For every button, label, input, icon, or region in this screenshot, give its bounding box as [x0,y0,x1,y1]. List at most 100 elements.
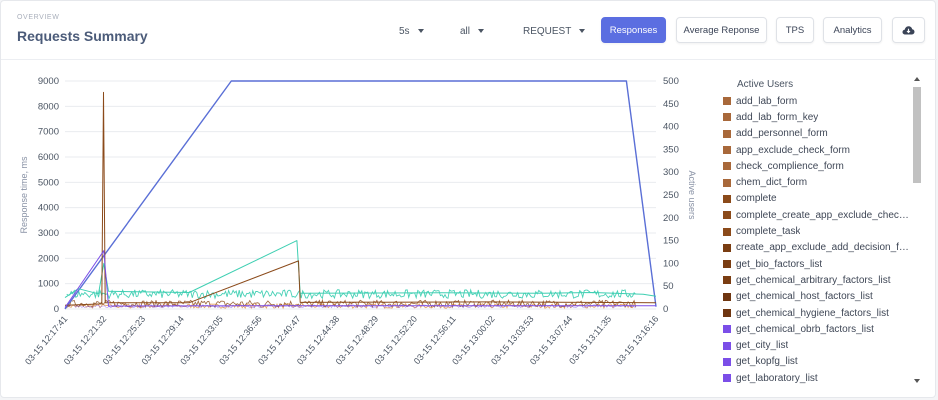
y2-tick-label: 400 [663,122,679,133]
legend-item[interactable]: get_chemical_host_factors_list [723,289,913,305]
overview-label: OVERVIEW [17,14,60,21]
series-line-get-laboratory-list [64,240,657,299]
y2-tick-label: 50 [663,281,674,292]
legend-label: get_chemical_obrb_factors_list [736,323,874,335]
legend-label: complete_task [736,226,801,238]
y2-tick-label: 250 [663,190,679,201]
chevron-down-icon [417,29,424,33]
y2-tick-label: 450 [663,99,679,110]
y-tick-label: 1000 [38,279,59,290]
legend-label: get_chemical_host_factors_list [736,291,873,303]
legend-label: chem_dict_form [736,177,808,189]
x-tick-label: 03-15 13:16:16 [614,314,661,367]
y-tick-label: 8000 [38,101,59,112]
y2-tick-label: 350 [663,144,679,155]
analytics-button[interactable]: Analytics [823,17,882,43]
type-value: REQUEST [523,25,572,37]
y-axis-label: Response time, ms [19,156,29,234]
legend-swatch [723,292,731,301]
y-tick-label: 6000 [38,152,59,163]
legend-label: add_lab_form_key [736,111,819,123]
cloud-download-icon [902,25,915,34]
legend-label: add_lab_form [736,95,798,107]
average-response-button[interactable]: Average Reponse [676,17,767,43]
legend-item[interactable]: add_lab_form_key [723,109,913,125]
legend-item[interactable]: get_chemical_hygiene_factors_list [723,305,913,321]
legend-swatch [723,309,731,317]
series-line-add-lab-form [64,91,657,306]
legend-label: complete [736,193,777,205]
interval-value: 5s [399,25,410,37]
legend-label: add_personnel_form [736,128,828,140]
scope-dropdown[interactable]: all [460,23,485,39]
tps-button[interactable]: TPS [776,17,814,43]
x-tick-label: 03-15 13:11:35 [567,314,613,366]
legend-item[interactable]: get_kopfg_list [723,354,913,370]
chevron-down-icon [579,29,586,33]
legend-label: get_bio_factors_list [736,258,823,270]
legend-item[interactable]: get_chemical_obrb_factors_list [723,321,913,337]
scroll-down-icon[interactable] [914,379,920,383]
legend-swatch [723,113,731,122]
legend-item[interactable]: app_exclude_check_form [723,142,913,158]
legend-label: create_app_exclude_add_decision_form [736,242,913,254]
legend-item[interactable]: complete_create_app_exclude_check_form [723,207,913,223]
legend-swatch [723,227,731,236]
legend-swatch [723,97,731,106]
responses-button[interactable]: Responses [601,17,666,43]
legend-item[interactable]: complete_task [723,223,913,239]
legend-label: get_city_list [736,340,789,352]
legend-item[interactable]: get_bio_factors_list [723,256,913,272]
legend-scrollbar[interactable] [913,77,923,383]
page-title: Requests Summary [17,28,148,44]
legend-title[interactable]: Active Users [737,79,794,90]
legend-swatch [723,211,731,220]
legend-item[interactable]: add_personnel_form [723,126,913,142]
y2-tick-label: 200 [663,213,679,224]
legend-swatch [723,374,731,383]
y2-tick-label: 100 [663,258,679,269]
legend-swatch [723,325,731,334]
y2-tick-label: 500 [663,76,679,87]
legend-swatch [723,243,731,252]
legend-swatch [723,129,731,138]
legend-swatch [723,162,731,171]
legend-item[interactable]: chem_dict_form [723,174,913,190]
y-tick-label: 0 [54,304,59,315]
legend-label: get_chemical_arbitrary_factors_list [736,274,891,286]
scrollbar-thumb[interactable] [913,87,921,183]
y2-tick-label: 0 [663,304,668,315]
y2-tick-label: 300 [663,167,679,178]
chevron-down-icon [478,29,485,33]
legend-item[interactable]: add_lab_form [723,93,913,109]
legend-item[interactable]: create_app_exclude_add_decision_form [723,240,913,256]
legend-swatch [723,146,731,155]
legend-swatch [723,260,731,269]
legend-swatch [723,178,731,187]
legend-item[interactable]: get_city_list [723,337,913,353]
scroll-up-icon[interactable] [914,77,920,81]
legend-label: get_kopfg_list [736,356,798,368]
legend-swatch [723,194,731,203]
legend-item[interactable]: complete [723,191,913,207]
legend-item[interactable]: get_laboratory_list [723,370,913,385]
legend-label: complete_create_app_exclude_check_form [736,209,913,221]
y-tick-label: 4000 [38,203,59,214]
y2-tick-label: 150 [663,236,679,247]
interval-dropdown[interactable]: 5s [399,23,424,39]
scope-value: all [460,25,471,37]
legend-item[interactable]: check_complience_form [723,158,913,174]
type-dropdown[interactable]: REQUEST [523,23,586,39]
responses-chart: 0 1000 2000 3000 4000 5000 6000 7000 8000 9000 0 5… [19,76,697,367]
download-button[interactable] [892,17,925,43]
header-divider [1,59,937,60]
y-tick-label: 3000 [38,228,59,239]
series-line-app-exclude-check-form [64,250,656,308]
legend-swatch [723,357,731,366]
legend-swatch [723,276,731,285]
series-line-active-users [64,80,657,310]
legend-item[interactable]: get_chemical_arbitrary_factors_list [723,272,913,288]
y-tick-label: 5000 [38,177,59,188]
y-tick-label: 9000 [38,76,59,87]
